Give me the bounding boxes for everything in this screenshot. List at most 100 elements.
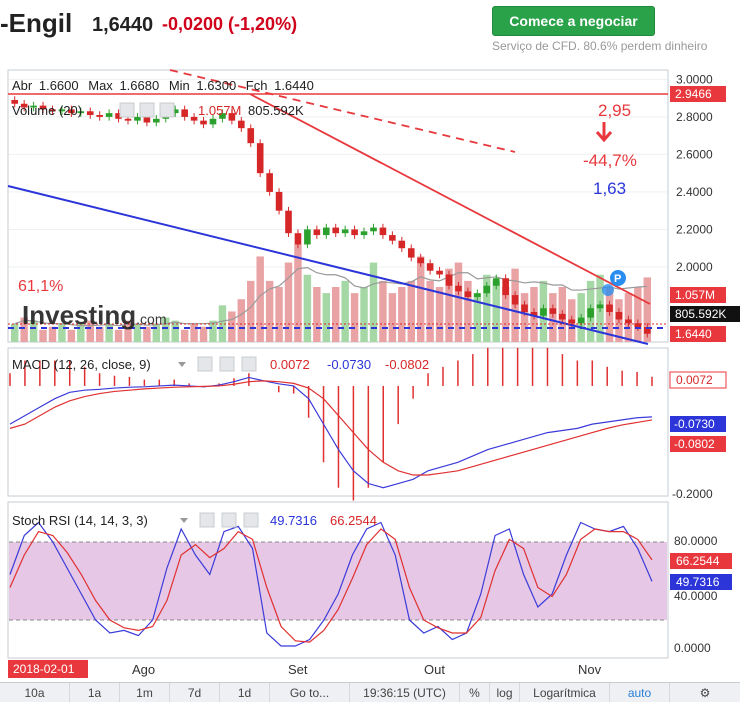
candle-body [77, 111, 85, 114]
volume-bar [265, 280, 274, 342]
fib-annotation: 61,1% [18, 278, 63, 295]
rsi-dropdown-icon[interactable] [180, 518, 188, 523]
range-1m-button[interactable]: 1m [120, 682, 170, 702]
candle-body [190, 116, 198, 121]
volume-bar [275, 287, 283, 342]
candle-body [304, 229, 311, 245]
volume-bar [133, 323, 142, 342]
volume-bar [492, 280, 500, 342]
macd-value-hist: 0.0072 [270, 357, 310, 372]
percent-toggle[interactable]: % [460, 682, 490, 702]
macd-hist-badge-label: 0.0072 [676, 373, 713, 387]
volume-gear-icon[interactable] [139, 102, 155, 118]
volume-bar [114, 329, 123, 342]
candle-body [39, 105, 47, 110]
candle-body [559, 313, 566, 320]
candle-body [86, 111, 94, 116]
volume-settings-icon[interactable] [119, 102, 135, 118]
pct-annotation: -44,7% [583, 151, 637, 170]
rsi-visibility-icon[interactable] [199, 512, 215, 528]
chart-svg[interactable]: Abr 1.6600 Max 1.6680 Min 1.6300 Fch 1.6… [0, 68, 740, 682]
range-7d-button[interactable]: 7d [170, 682, 220, 702]
x-label-set: Set [288, 662, 308, 677]
macd-gear-icon[interactable] [219, 356, 235, 372]
volume-bar [29, 320, 38, 342]
target-low-annotation: 1,63 [593, 179, 626, 198]
volume-badge-label: 1.057M [675, 288, 715, 302]
macd-dropdown-icon[interactable] [178, 362, 186, 367]
date-badge-label: 2018-02-01 [13, 662, 75, 676]
candle-body [634, 323, 642, 327]
marker-label: P [614, 273, 621, 285]
candle-body [105, 113, 113, 117]
investing-watermark: Investing.com [22, 300, 166, 330]
range-10y-button[interactable]: 10a [0, 682, 70, 702]
volume-bar [247, 280, 255, 342]
candle-body [521, 304, 528, 312]
volume-bar [124, 320, 132, 342]
chart-area[interactable]: Abr 1.6600 Max 1.6680 Min 1.6300 Fch 1.6… [0, 68, 740, 682]
volume-bar [105, 323, 113, 342]
candle-body [398, 240, 406, 249]
rsi-tick-80: 80.0000 [674, 534, 718, 548]
candle-body [275, 191, 283, 211]
candle-body [209, 118, 217, 125]
macd-line-badge-label: -0.0730 [674, 417, 715, 431]
marker-secondary-icon[interactable] [602, 284, 614, 296]
macd-value-signal: -0.0802 [385, 357, 429, 372]
volume-bar [143, 326, 151, 342]
rsi-d-badge [670, 553, 732, 569]
range-1y-button[interactable]: 1a [70, 682, 120, 702]
volume-bar [416, 256, 425, 342]
volume-bar [332, 287, 340, 342]
rsi-gear-icon[interactable] [221, 512, 237, 528]
candle-body [115, 113, 122, 119]
volume-bar [369, 262, 378, 342]
down-trendline-red [249, 93, 651, 305]
settings-gear-icon[interactable]: ⚙ [699, 685, 711, 700]
price-tick-label: 2.6000 [676, 147, 713, 161]
volume-bar [152, 323, 161, 342]
range-1d-button[interactable]: 1d [220, 682, 270, 702]
candle-body [502, 278, 509, 296]
macd-close-icon[interactable] [241, 356, 257, 372]
log-toggle[interactable]: log [490, 682, 520, 702]
candle-body [370, 227, 377, 232]
candle-body [596, 304, 604, 309]
candle-body [181, 109, 188, 117]
candle-body [474, 293, 481, 297]
volume-close-icon[interactable] [159, 102, 175, 118]
macd-signal-line [9, 380, 653, 476]
volume-ma-value: 805.592K [248, 103, 304, 118]
ohlc-readout: Abr 1.6600 Max 1.6680 Min 1.6300 Fch 1.6… [12, 78, 314, 93]
volume-bar [86, 320, 94, 342]
volume-badge [670, 287, 726, 303]
volume-bar [483, 274, 491, 342]
candle-body [200, 120, 207, 125]
volume-ma-line [14, 267, 648, 327]
volume-bar [341, 280, 349, 342]
volume-bar [464, 280, 472, 342]
candle-body [587, 308, 594, 318]
auto-scale-toggle[interactable]: auto [610, 682, 670, 702]
price-tick-label: 2.0000 [676, 260, 713, 274]
x-label-ago: Ago [132, 662, 155, 677]
candle-body [266, 173, 273, 192]
rsi-close-icon[interactable] [243, 512, 259, 528]
start-trading-button[interactable]: Comece a negociar [492, 6, 655, 36]
volume-ma-badge [670, 306, 740, 322]
candle-body [20, 103, 28, 108]
price-tick-label: 2.8000 [676, 110, 713, 124]
volume-bar [379, 280, 387, 342]
chart-toolbar: 10a 1a 1m 7d 1d Go to... 19:36:15 (UTC) … [0, 682, 740, 702]
logarithmic-toggle[interactable]: Logarítmica [520, 682, 610, 702]
candle-body [124, 118, 132, 121]
marker-icon[interactable] [610, 270, 626, 286]
volume-bar [58, 323, 66, 342]
goto-button[interactable]: Go to... [270, 682, 350, 702]
x-label-nov: Nov [578, 662, 602, 677]
candle-body [615, 311, 623, 320]
down-trendline-blue [7, 185, 649, 345]
macd-visibility-icon[interactable] [197, 356, 213, 372]
volume-bar [520, 293, 529, 342]
